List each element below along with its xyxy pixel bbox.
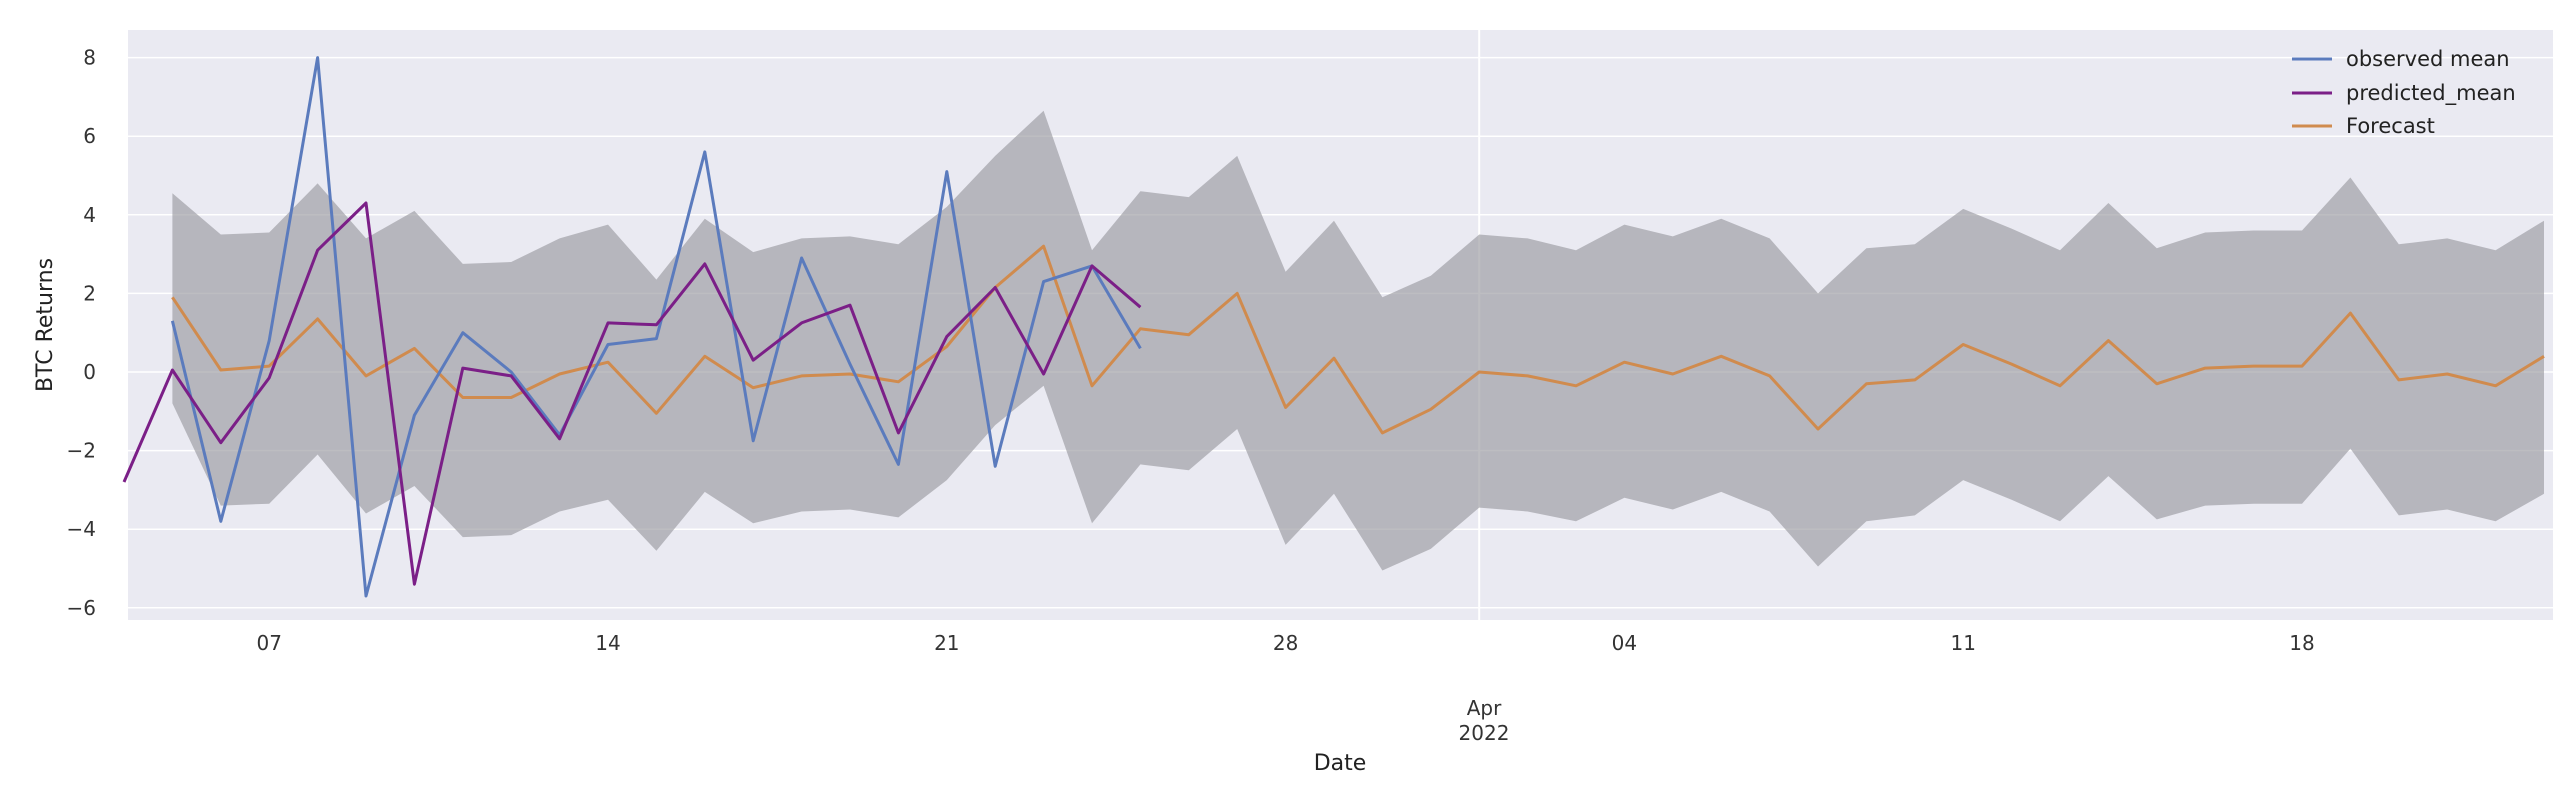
legend-label-observed-mean: observed mean (2346, 47, 2510, 71)
series-line-predicted-mean (122, 201, 1142, 586)
series-line-forecast (171, 244, 2545, 435)
x-axis-label: Date (1314, 751, 1367, 776)
y-tick-label: 0 (83, 360, 96, 384)
y-tick-label: −2 (67, 439, 96, 463)
y-tick-labels: −6 −4 −2 0 2 4 6 8 (67, 46, 96, 620)
x-tick-label: 04 (1612, 631, 1637, 655)
x-tick-label: 18 (2289, 631, 2314, 655)
confidence-band (172, 110, 2545, 571)
legend: observed mean predicted_mean Forecast (2292, 47, 2516, 138)
x-secondary-label-year: 2022 (1459, 721, 1510, 745)
x-tick-labels: 07 14 21 28 04 11 18 (256, 631, 2314, 655)
y-tick-label: 6 (83, 124, 96, 148)
y-axis-label: BTC Returns (33, 258, 58, 392)
x-tick-label: 14 (595, 631, 620, 655)
y-tick-label: 2 (83, 281, 96, 305)
legend-label-forecast: Forecast (2346, 114, 2435, 138)
y-tick-label: 8 (83, 46, 96, 70)
x-tick-label: 21 (934, 631, 959, 655)
legend-label-predicted-mean: predicted_mean (2346, 81, 2516, 106)
y-tick-label: 4 (83, 203, 96, 227)
x-secondary-label-month: Apr (1467, 696, 1502, 720)
x-tick-label: 28 (1273, 631, 1298, 655)
series-line-observed-mean (170, 56, 1142, 598)
series-layer (122, 56, 2545, 598)
x-tick-label: 11 (1950, 631, 1975, 655)
x-tick-label: 07 (256, 631, 281, 655)
y-tick-label: −6 (67, 596, 96, 620)
y-tick-label: −4 (67, 517, 96, 541)
